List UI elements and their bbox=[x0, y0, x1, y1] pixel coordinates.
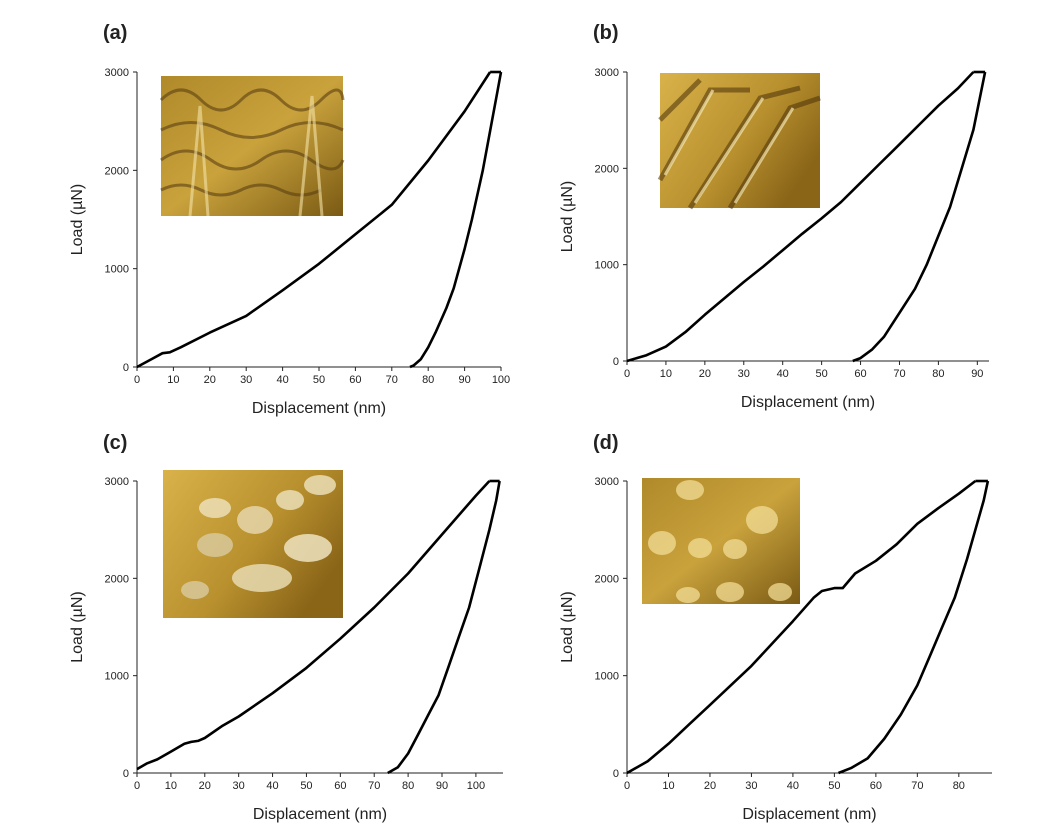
y-tick-label: 1000 bbox=[595, 671, 619, 683]
y-tick-label: 0 bbox=[613, 768, 619, 780]
y-tick-label: 2000 bbox=[105, 573, 129, 585]
series-line-loading bbox=[136, 71, 492, 369]
x-axis-label: Displacement (nm) bbox=[253, 806, 387, 823]
x-tick-label: 10 bbox=[165, 780, 177, 792]
y-tick-label: 2000 bbox=[595, 163, 619, 175]
x-tick-label: 30 bbox=[240, 374, 252, 386]
x-tick-label: 0 bbox=[624, 368, 630, 380]
series-line-unloading bbox=[409, 71, 503, 369]
x-tick-label: 40 bbox=[787, 780, 799, 792]
plot-area: 0 10 20 30 40 50 60 70 80 90 1000100020003000Displ… bbox=[69, 476, 503, 823]
y-tick-label: 0 bbox=[123, 768, 129, 780]
x-tick-label: 0 bbox=[134, 374, 140, 386]
x-tick-label: 60 bbox=[854, 368, 866, 380]
panel-label: (b) bbox=[593, 22, 619, 44]
x-tick-label: 20 bbox=[204, 374, 216, 386]
y-tick-label: 2000 bbox=[105, 165, 129, 177]
series-line-unloading bbox=[852, 71, 987, 363]
x-tick-label: 90 bbox=[458, 374, 470, 386]
y-tick-label: 3000 bbox=[105, 476, 129, 488]
x-axis-label: Displacement (nm) bbox=[741, 394, 875, 411]
x-tick-label: 70 bbox=[911, 780, 923, 792]
x-tick-label: 30 bbox=[738, 368, 750, 380]
x-tick-label: 0 bbox=[624, 780, 630, 792]
inset-image-b bbox=[657, 73, 821, 210]
series-line-loading bbox=[626, 71, 975, 363]
x-tick-label: 70 bbox=[893, 368, 905, 380]
y-tick-label: 0 bbox=[123, 362, 129, 374]
x-tick-label: 20 bbox=[199, 780, 211, 792]
x-tick-label: 10 bbox=[167, 374, 179, 386]
panel-label: (c) bbox=[103, 432, 127, 454]
x-tick-label: 60 bbox=[870, 780, 882, 792]
x-tick-label: 80 bbox=[932, 368, 944, 380]
plot-area: 0 10 20 30 40 50 60 70 80 90 0 1000 2000 3000 Displace… bbox=[559, 67, 989, 411]
y-tick-label: 1000 bbox=[105, 264, 129, 276]
x-tick-label: 60 bbox=[349, 374, 361, 386]
x-tick-label: 90 bbox=[971, 368, 983, 380]
x-axis-label: Displacement (nm) bbox=[742, 806, 876, 823]
x-tick-label: 30 bbox=[233, 780, 245, 792]
x-tick-label: 70 bbox=[368, 780, 380, 792]
x-tick-label: 50 bbox=[828, 780, 840, 792]
x-tick-label: 30 bbox=[745, 780, 757, 792]
y-tick-label: 2000 bbox=[595, 573, 619, 585]
inset-image-a bbox=[159, 76, 345, 217]
y-tick-label: 1000 bbox=[105, 671, 129, 683]
y-tick-label: 3000 bbox=[595, 67, 619, 79]
x-tick-label: 50 bbox=[300, 780, 312, 792]
series-line-unloading bbox=[387, 480, 501, 775]
x-tick-label: 70 bbox=[386, 374, 398, 386]
y-tick-label: 1000 bbox=[595, 260, 619, 272]
x-tick-label: 90 bbox=[436, 780, 448, 792]
x-tick-label: 50 bbox=[815, 368, 827, 380]
series-line-loading bbox=[626, 479, 977, 775]
y-tick-label: 0 bbox=[613, 356, 619, 368]
panel-label: (a) bbox=[103, 22, 127, 44]
x-tick-label: 10 bbox=[660, 368, 672, 380]
x-axis-label: Displacement (nm) bbox=[252, 400, 386, 417]
panel-a: (a) 0 10 20 30 40 50 60 70 80 90 1000100020003000D… bbox=[69, 22, 510, 417]
y-tick-label: 3000 bbox=[105, 67, 129, 79]
x-tick-label: 80 bbox=[953, 780, 965, 792]
panel-label: (d) bbox=[593, 432, 619, 454]
x-tick-label: 100 bbox=[467, 780, 485, 792]
x-tick-label: 40 bbox=[777, 368, 789, 380]
y-axis-label: Load (µN) bbox=[559, 591, 576, 662]
x-tick-label: 20 bbox=[699, 368, 711, 380]
series-line-unloading bbox=[838, 480, 990, 775]
y-axis-label: Load (µN) bbox=[69, 184, 86, 255]
plot-area: 0 10 20 30 40 50 60 70 80 0 1000 2000 3000 Displaceme… bbox=[559, 476, 992, 823]
x-tick-label: 40 bbox=[276, 374, 288, 386]
panel-d: (d) 0 10 20 30 40 50 60 70 80 0 1000 2000 3000 Displa… bbox=[559, 432, 992, 823]
panel-c: (c) 0 10 20 30 40 50 60 70 80 90 1000100020003000D… bbox=[69, 432, 503, 823]
x-tick-label: 60 bbox=[334, 780, 346, 792]
x-tick-label: 0 bbox=[134, 780, 140, 792]
x-tick-label: 50 bbox=[313, 374, 325, 386]
x-tick-label: 10 bbox=[662, 780, 674, 792]
x-tick-label: 100 bbox=[492, 374, 510, 386]
panel-b: (b) 0 10 20 30 40 50 60 70 80 90 0 1000 2000 3000 Disp… bbox=[559, 22, 989, 411]
y-axis-label: Load (µN) bbox=[559, 181, 576, 252]
y-axis-label: Load (µN) bbox=[69, 591, 86, 662]
x-tick-label: 80 bbox=[422, 374, 434, 386]
x-tick-label: 40 bbox=[266, 780, 278, 792]
inset-image-d bbox=[642, 478, 800, 604]
plot-area: 0 10 20 30 40 50 60 70 80 90 1000100020003000Displ… bbox=[69, 67, 510, 417]
series-line-loading bbox=[136, 480, 491, 771]
y-tick-label: 3000 bbox=[595, 476, 619, 488]
x-tick-label: 20 bbox=[704, 780, 716, 792]
inset-image-c bbox=[163, 470, 343, 618]
x-tick-label: 80 bbox=[402, 780, 414, 792]
